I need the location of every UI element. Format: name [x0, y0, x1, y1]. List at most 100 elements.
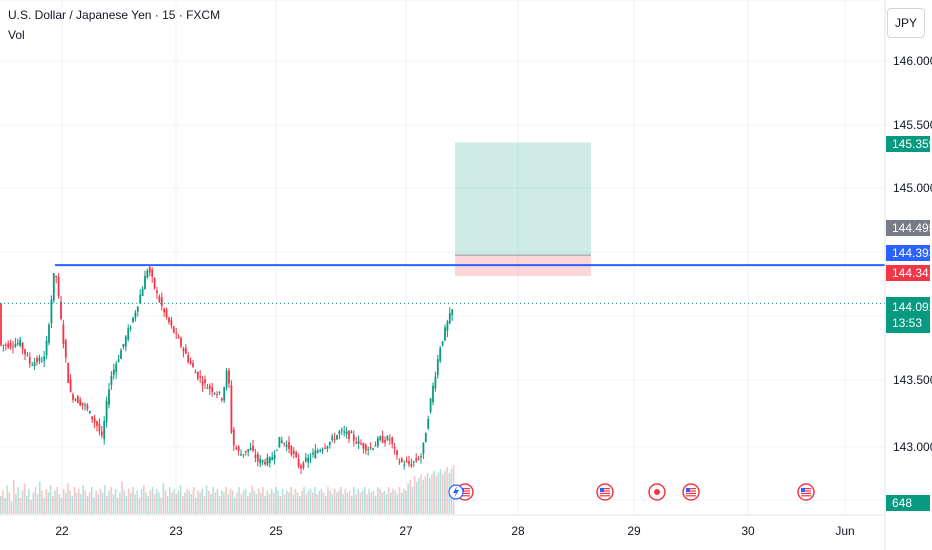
- candle-body: [136, 306, 139, 312]
- volume-bar: [216, 488, 219, 514]
- volume-bar: [249, 492, 251, 514]
- symbol-title[interactable]: U.S. Dollar / Japanese Yen · 15 · FXCM: [8, 8, 221, 22]
- candle-body: [124, 336, 127, 347]
- candle-body: [28, 357, 31, 364]
- candle-body: [91, 416, 94, 420]
- candle-body: [223, 387, 226, 401]
- flag-stripe: [460, 490, 470, 492]
- volume-bar: [121, 481, 123, 514]
- volume-bar: [381, 492, 383, 514]
- volume-bar: [149, 490, 152, 514]
- volume-bar: [416, 481, 418, 514]
- candle-body: [304, 457, 307, 462]
- volume-bar: [0, 496, 2, 514]
- candle-body: [31, 364, 34, 366]
- volume-bar: [30, 499, 32, 514]
- volume-bar: [82, 485, 84, 514]
- candle-body: [396, 450, 398, 456]
- volume-bar: [418, 478, 420, 514]
- volume-bar: [320, 488, 323, 514]
- volume-bar: [125, 496, 128, 514]
- volume-bar: [123, 490, 126, 514]
- volume-bar: [338, 490, 340, 514]
- stop-price-tag: 144.341: [886, 265, 932, 281]
- candle-body: [84, 404, 86, 406]
- candle-body: [439, 348, 442, 362]
- volume-bar: [322, 492, 325, 514]
- candle-body: [96, 421, 98, 426]
- currency-button[interactable]: JPY: [887, 8, 925, 38]
- candle-body: [24, 349, 26, 355]
- candle-body: [285, 444, 288, 447]
- candle-body: [432, 385, 434, 403]
- candle-body: [60, 301, 62, 319]
- candle-body: [290, 445, 293, 455]
- candle-body: [196, 371, 199, 379]
- volume-bar: [411, 487, 414, 514]
- candle-body: [127, 328, 130, 340]
- candle-body: [105, 400, 108, 423]
- event-markers[interactable]: [448, 483, 815, 501]
- candle-body: [321, 449, 324, 451]
- candle-body: [379, 436, 382, 441]
- candle-body: [376, 438, 379, 446]
- candle-body: [244, 450, 247, 453]
- volume-bar: [173, 488, 175, 514]
- candle-body: [388, 439, 391, 441]
- candle-body: [98, 423, 101, 432]
- price-tick-label: 145.000: [893, 181, 932, 195]
- candle-body: [81, 402, 84, 406]
- volume-bar: [197, 490, 199, 514]
- volume-bar: [192, 487, 195, 514]
- volume-bar: [437, 472, 440, 514]
- candle-body: [16, 342, 19, 345]
- volume-bar: [236, 492, 238, 514]
- position-box[interactable]: [455, 142, 591, 277]
- time-tick-label: 23: [169, 524, 183, 538]
- volume-bar: [357, 488, 360, 514]
- candle-body: [259, 458, 262, 464]
- bolt-glyph: [453, 486, 459, 498]
- price-lines[interactable]: [0, 264, 885, 304]
- volume-bar: [56, 487, 58, 514]
- candle-body: [134, 312, 137, 319]
- flag-stripe: [600, 495, 610, 497]
- candle-body: [292, 450, 295, 454]
- candle-body: [2, 345, 5, 346]
- volume-bar: [78, 488, 80, 514]
- time-tick-label: 22: [55, 524, 69, 538]
- candle-body: [93, 418, 96, 423]
- volume-legend[interactable]: Vol: [8, 28, 25, 42]
- candle-body: [67, 362, 70, 383]
- flag-stripe: [460, 495, 470, 497]
- volume-bar: [71, 496, 74, 514]
- candle-body: [192, 363, 194, 368]
- flag-stripe: [686, 490, 696, 492]
- volume-bar: [28, 488, 30, 514]
- candle-body: [446, 321, 449, 332]
- candle-body: [172, 326, 175, 333]
- volume-bar: [69, 490, 71, 514]
- volume-bar: [156, 488, 158, 514]
- volume-bar: [179, 485, 182, 514]
- candle-body: [177, 336, 180, 339]
- candle-body: [271, 457, 274, 461]
- volume-bar: [93, 497, 95, 514]
- candle-body: [7, 343, 10, 348]
- candle-body: [201, 381, 204, 386]
- candle-body: [256, 454, 259, 462]
- candle-body: [429, 398, 432, 412]
- volume-bar: [288, 492, 290, 514]
- candle-body: [129, 327, 132, 329]
- candle-body: [288, 441, 290, 449]
- candle-body: [372, 448, 374, 450]
- volume-bar: [305, 494, 308, 514]
- event-dot-center: [654, 489, 660, 495]
- volume-bar: [58, 494, 61, 514]
- candle-body: [381, 435, 384, 443]
- volume-bar: [21, 490, 24, 514]
- volume-bar: [112, 494, 115, 514]
- candle-body: [50, 299, 53, 324]
- candle-body: [280, 440, 283, 443]
